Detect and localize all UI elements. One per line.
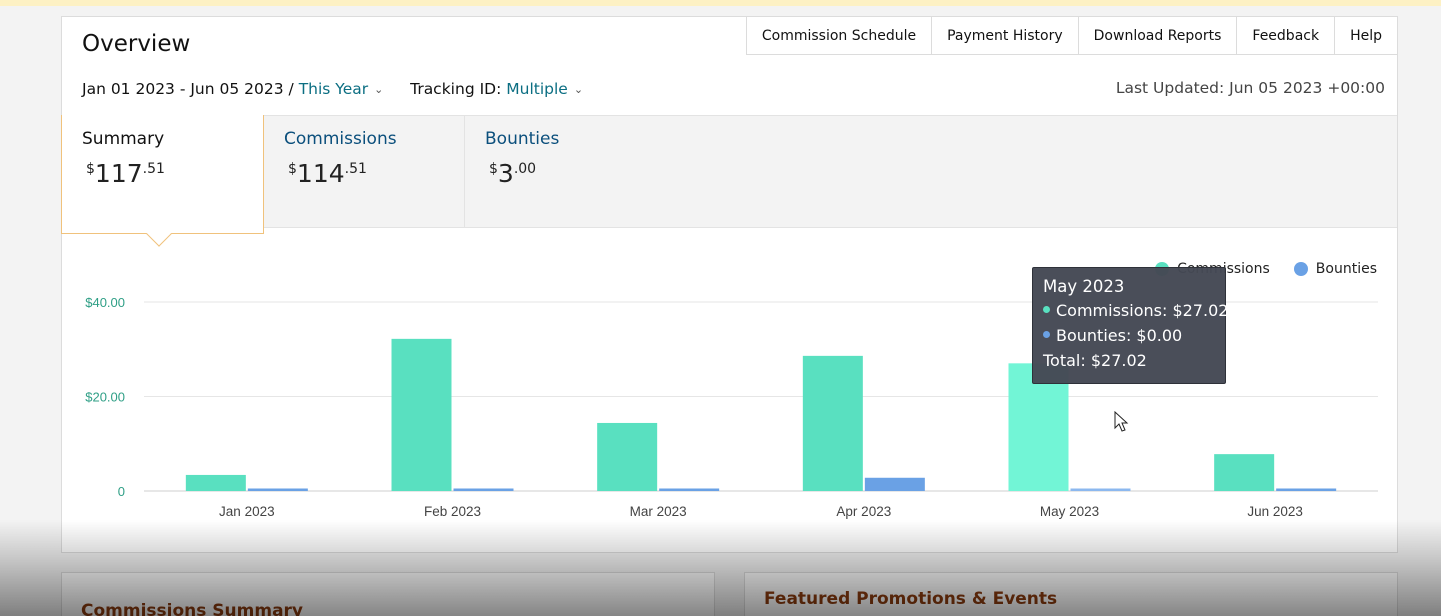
chart-tooltip: May 2023 Commissions: $27.02 Bounties: $…	[1032, 267, 1228, 384]
summary-tabs-bar	[62, 115, 1397, 228]
tracking-id-label: Tracking ID:	[410, 80, 502, 98]
tab-label: Bounties	[485, 129, 560, 149]
tab-label: Summary	[82, 129, 165, 149]
tracking-id-dropdown[interactable]: Multiple	[506, 80, 568, 98]
commissions-bar	[1008, 363, 1069, 491]
bounties-bar	[1070, 488, 1131, 491]
bounties-amount: $3.00	[489, 159, 537, 188]
tab-bounties[interactable]: Bounties $3.00	[465, 115, 665, 228]
chevron-down-icon[interactable]: ⌄	[374, 82, 384, 96]
legend-label: Bounties	[1315, 261, 1377, 277]
download-reports-link[interactable]: Download Reports	[1079, 17, 1238, 55]
page-title: Overview	[82, 31, 191, 57]
period-dropdown[interactable]: This Year	[298, 80, 369, 98]
y-tick-label: $40.00	[85, 295, 125, 310]
commissions-bar	[597, 422, 658, 491]
payment-history-link[interactable]: Payment History	[932, 17, 1079, 55]
bounties-bar	[247, 488, 308, 491]
help-link[interactable]: Help	[1350, 28, 1382, 44]
feedback-link[interactable]: Feedback	[1237, 17, 1336, 55]
tab-commissions[interactable]: Commissions $114.51	[264, 115, 465, 228]
legend-dot	[1293, 262, 1308, 276]
x-tick-label: Jun 2023	[1247, 504, 1303, 519]
panel-title: Featured Promotions & Events	[764, 589, 1058, 609]
tooltip-title: May 2023	[1043, 277, 1125, 296]
mouse-cursor-icon	[1114, 411, 1129, 432]
y-tick-label: 0	[118, 484, 125, 499]
commissions-summary-panel: Commissions Summary	[61, 572, 715, 616]
tab-summary[interactable]: Summary $117.51	[61, 115, 264, 247]
x-tick-label: Apr 2023	[836, 504, 891, 519]
summary-amount: $117.51	[86, 159, 165, 188]
filter-bar: Jan 01 2023 - Jun 05 2023 / This Year ⌄ …	[82, 80, 588, 98]
bounties-bar	[1276, 488, 1337, 491]
tooltip-commissions: Commissions: $27.02	[1043, 301, 1228, 326]
last-updated-text: Last Updated: Jun 05 2023 +00:00	[1115, 79, 1385, 97]
commissions-amount: $114.51	[288, 159, 367, 188]
x-tick-label: Feb 2023	[424, 504, 481, 519]
panel-title: Commissions Summary	[81, 601, 304, 616]
commissions-bar	[391, 338, 452, 491]
x-tick-label: May 2023	[1040, 504, 1099, 519]
date-range-text: Jan 01 2023 - Jun 05 2023 /	[82, 80, 294, 98]
x-tick-label: Jan 2023	[219, 504, 275, 519]
chevron-down-icon[interactable]: ⌄	[573, 82, 584, 96]
bounties-bar	[864, 477, 925, 491]
commissions-bar	[1214, 454, 1275, 491]
top-links: Commission Schedule Payment History Down…	[745, 17, 1397, 55]
featured-promotions-panel: Featured Promotions & Events	[744, 572, 1398, 616]
earnings-bar-chart: 0 $20.00 $40.00 Jan 2023 Feb 2023 Mar 2023 Apr…	[85, 295, 1378, 519]
bounties-bar	[659, 488, 720, 491]
commissions-bar	[185, 474, 246, 491]
bounties-bar	[453, 488, 514, 491]
commissions-bar	[802, 355, 863, 491]
legend-bounties[interactable]: Bounties	[1293, 261, 1377, 277]
tab-label: Commissions	[284, 129, 397, 149]
tooltip-bounties: Bounties: $0.00	[1043, 326, 1225, 351]
y-tick-label: $20.00	[85, 390, 125, 405]
tooltip-total: Total: $27.02	[1043, 351, 1147, 370]
commission-schedule-link[interactable]: Commission Schedule	[747, 17, 933, 55]
notification-strip	[0, 0, 1441, 6]
overview-card: Overview Commission Schedule Payment His…	[61, 16, 1398, 553]
x-tick-label: Mar 2023	[630, 504, 687, 519]
